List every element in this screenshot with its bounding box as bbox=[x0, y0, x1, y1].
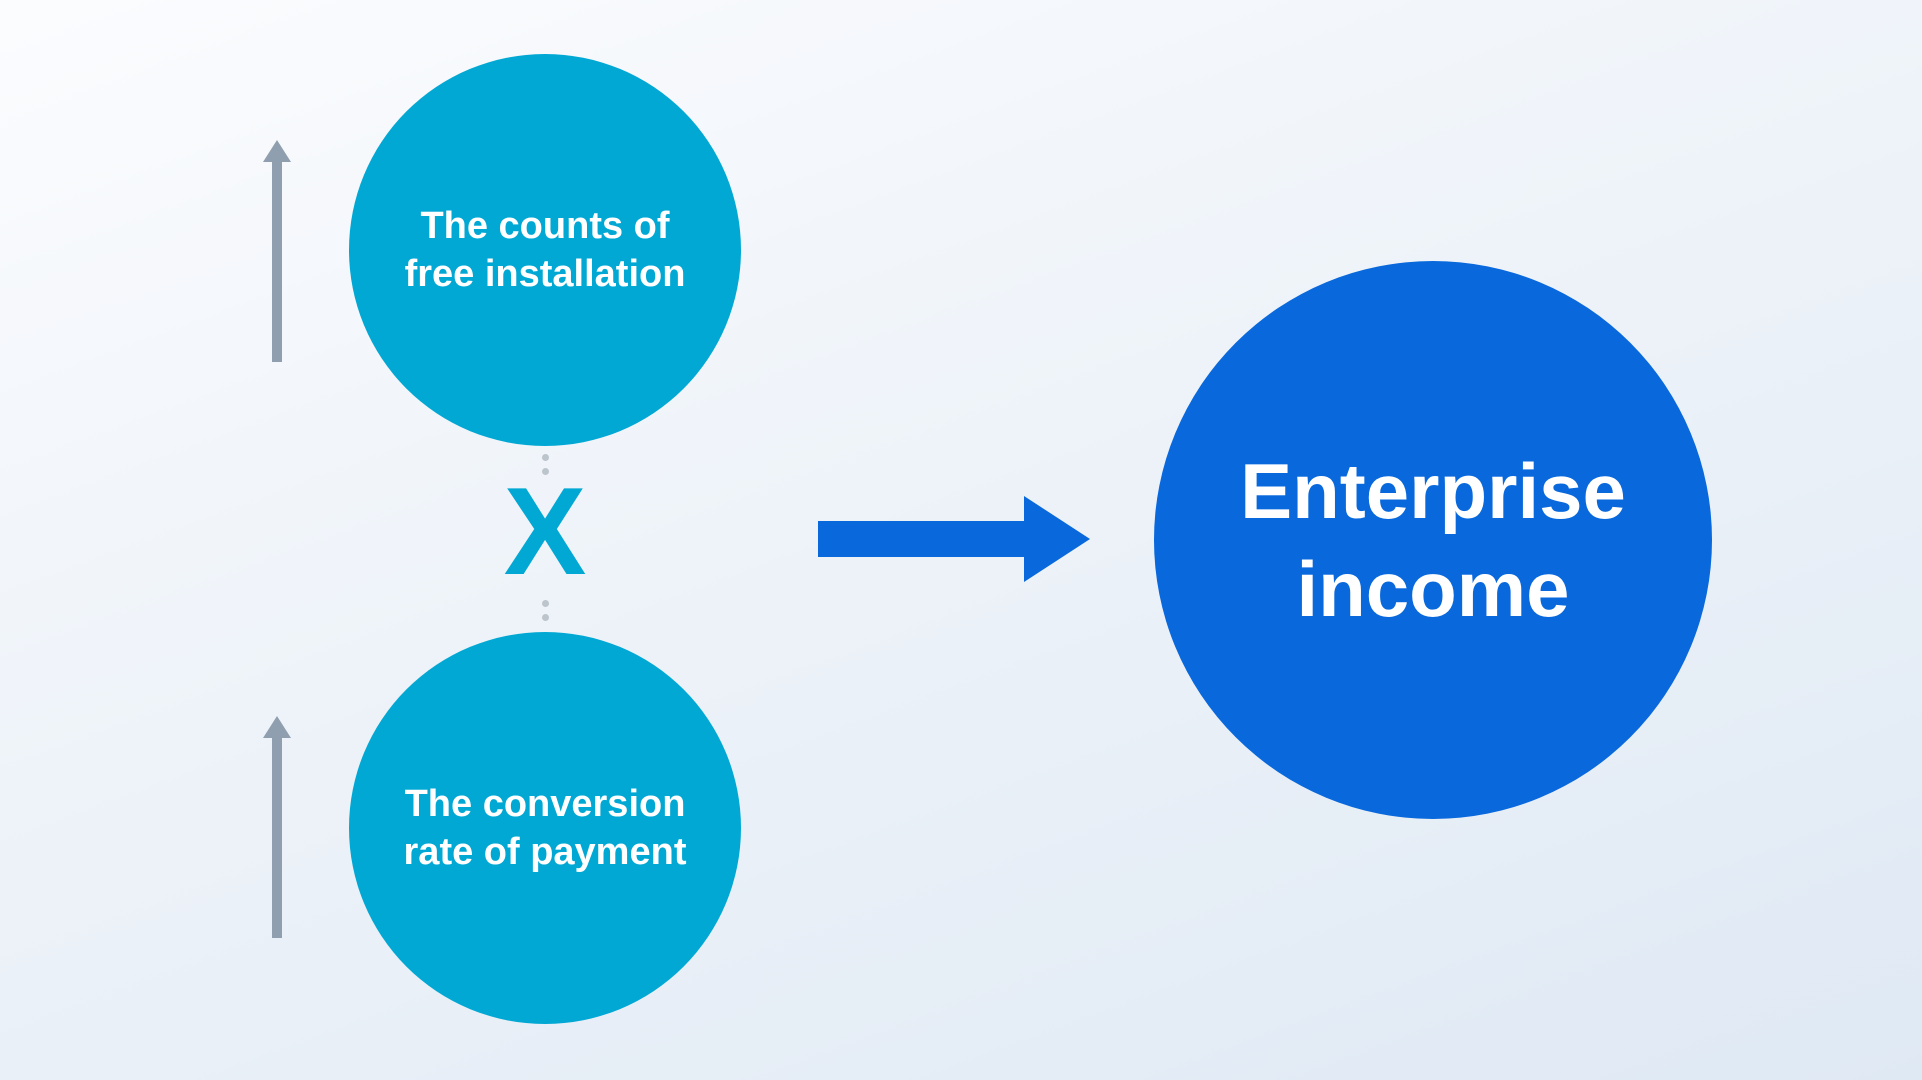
flow-arrow-head bbox=[1024, 496, 1090, 582]
trend-up-arrow-shape bbox=[263, 716, 291, 738]
result-label-enterprise-income: Enterprise income bbox=[1240, 447, 1626, 633]
connector-dot bbox=[541, 614, 549, 621]
connector-dot bbox=[541, 600, 549, 607]
connector-dots-top bbox=[540, 454, 550, 482]
result-circle-enterprise-income: Enterprise income bbox=[1154, 261, 1712, 819]
connector-dot bbox=[541, 468, 549, 475]
factor-circle-installation-count: The counts of free installation bbox=[349, 54, 741, 446]
trend-up-arrow-shaft bbox=[272, 736, 282, 938]
connector-dots-bottom bbox=[540, 600, 550, 628]
trend-up-arrow-shape bbox=[263, 140, 291, 162]
factor-label-installation-count: The counts of free installation bbox=[404, 205, 686, 295]
factor-circle-payment-conversion: The conversion rate of payment bbox=[349, 632, 741, 1024]
factor-label-payment-conversion: The conversion rate of payment bbox=[403, 783, 687, 873]
connector-dot bbox=[541, 454, 549, 461]
trend-up-arrow-icon bbox=[257, 716, 297, 938]
trend-up-arrow-icon bbox=[257, 140, 297, 362]
trend-up-arrow-shaft bbox=[272, 160, 282, 362]
multiply-operator: X bbox=[503, 463, 587, 601]
flow-arrow-right-icon bbox=[818, 496, 1090, 582]
flow-arrow-shaft bbox=[818, 521, 1026, 557]
